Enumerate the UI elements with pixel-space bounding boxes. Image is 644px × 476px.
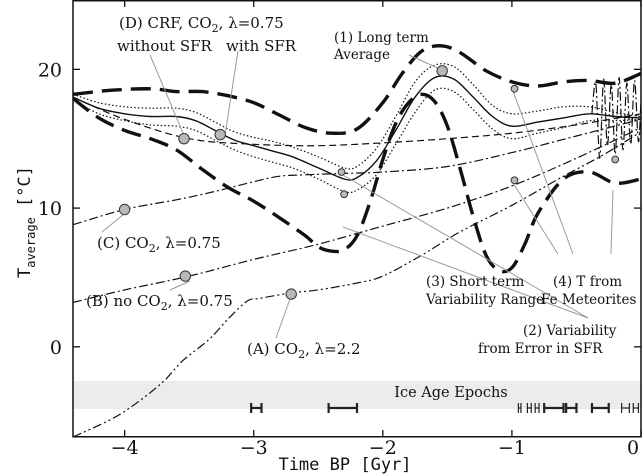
x-axis-title: Time BP [Gyr] bbox=[278, 455, 411, 475]
ice-age-epoch-9 bbox=[632, 403, 640, 413]
ice-age-epoch-8 bbox=[621, 403, 630, 413]
series-marker-6 bbox=[340, 190, 349, 199]
label-d-crf: (D) CRF, CO2, λ=0.75 bbox=[119, 14, 284, 35]
series-marker-8 bbox=[179, 270, 192, 282]
ice-age-epoch-3 bbox=[526, 403, 532, 413]
series-line-8 bbox=[73, 92, 641, 274]
label-long-term: (1) Long term bbox=[334, 30, 429, 46]
label-c: (C) CO2, λ=0.75 bbox=[97, 234, 221, 255]
series-line-2 bbox=[73, 118, 641, 226]
leader-short-term-1 bbox=[512, 90, 574, 255]
ice-age-epoch-2 bbox=[517, 403, 522, 413]
series-line-6 bbox=[73, 87, 641, 194]
ice-age-epoch-7 bbox=[590, 403, 610, 413]
x-tick-label-4: 0 bbox=[627, 437, 639, 459]
y-tick-label-1: 10 bbox=[38, 198, 62, 220]
ice-age-epoch-0 bbox=[250, 403, 263, 413]
leader-b bbox=[169, 280, 191, 291]
plot-frame bbox=[72, 0, 642, 438]
series-marker-10 bbox=[611, 155, 620, 164]
label-sfr-variability: (2) Variability bbox=[523, 323, 617, 339]
series-marker-4 bbox=[510, 176, 519, 185]
x-tick-label-1: −3 bbox=[240, 437, 268, 459]
label-a: (A) CO2, λ=2.2 bbox=[247, 340, 361, 361]
series-marker-1 bbox=[214, 128, 226, 141]
marker-layer bbox=[118, 65, 620, 300]
ice-age-epochs bbox=[250, 403, 640, 413]
leader-a bbox=[275, 298, 291, 339]
ice-age-epoch-6 bbox=[565, 403, 578, 413]
leader-short-term-2 bbox=[512, 182, 559, 255]
label-b: (B) no CO2, λ=0.75 bbox=[86, 292, 233, 313]
y-axis-title: Taverage [°C] bbox=[15, 166, 38, 278]
label-long-term-average: Average bbox=[333, 47, 390, 63]
x-tick-label-0: −4 bbox=[111, 437, 139, 459]
series-line-1 bbox=[73, 127, 641, 303]
label-without-sfr: without SFR bbox=[117, 37, 212, 55]
leader-sfr-2 bbox=[342, 226, 589, 319]
leader-long-term bbox=[408, 54, 443, 71]
leader-without-sfr bbox=[149, 54, 187, 141]
label-fe-meteorites-2: Fe Meteorites bbox=[541, 292, 636, 308]
series-marker-3 bbox=[510, 84, 519, 93]
series-marker-7 bbox=[118, 203, 131, 216]
label-sfr-variability-2: from Error in SFR bbox=[478, 341, 603, 357]
leader-fe bbox=[610, 189, 614, 255]
ice-age-epoch-1 bbox=[327, 403, 359, 413]
leader-c bbox=[101, 213, 125, 233]
label-short-term-range: Variability Range bbox=[425, 292, 544, 308]
y-tick-label-0: 0 bbox=[50, 337, 62, 359]
series-line-7 bbox=[73, 44, 641, 136]
ice-age-epoch-5 bbox=[543, 403, 565, 413]
leader-sfr-1 bbox=[342, 174, 589, 319]
series-marker-0 bbox=[178, 133, 190, 145]
series-line-3 bbox=[73, 96, 641, 147]
series-line-4 bbox=[73, 75, 641, 181]
ice-age-epoch-4 bbox=[534, 403, 540, 413]
label-fe-meteorites: (4) T from bbox=[553, 274, 622, 290]
series-marker-9 bbox=[285, 288, 297, 300]
series-line-9 bbox=[591, 77, 641, 159]
leader-lines bbox=[101, 50, 614, 339]
x-tick-label-3: −1 bbox=[498, 437, 526, 459]
label-short-term: (3) Short term bbox=[426, 274, 525, 290]
series-marker-5 bbox=[337, 168, 346, 176]
series-marker-2 bbox=[436, 65, 448, 77]
ice-age-title: Ice Age Epochs bbox=[394, 385, 507, 401]
label-with-sfr: with SFR bbox=[226, 37, 297, 55]
y-tick-label-2: 20 bbox=[38, 59, 62, 81]
series-line-5 bbox=[73, 63, 641, 170]
axis-ticks: −4 −3 −2 −1 0 0 10 20 bbox=[38, 0, 642, 459]
x-tick-label-2: −2 bbox=[369, 437, 397, 459]
leader-with-sfr bbox=[224, 50, 239, 136]
